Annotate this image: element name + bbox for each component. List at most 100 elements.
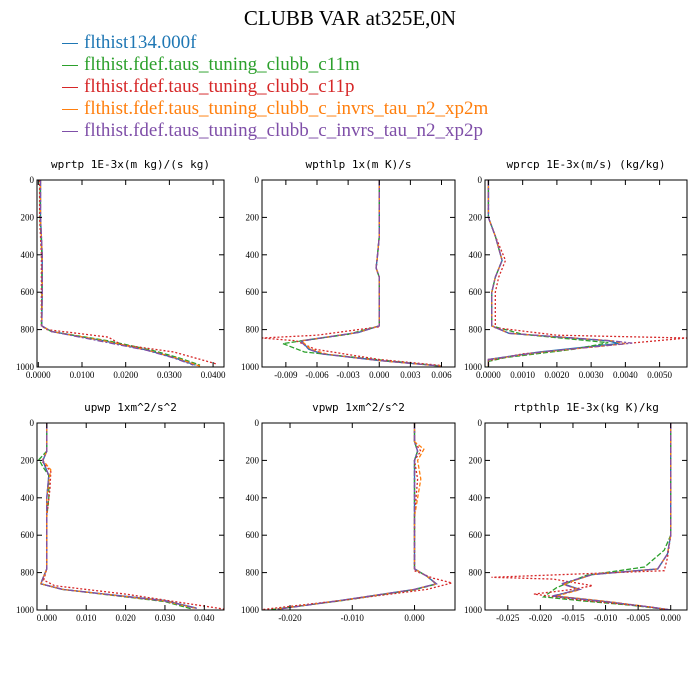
x-tick-label: 0.030 <box>155 613 176 623</box>
x-tick-label: 0.0000 <box>26 370 51 380</box>
series-line <box>277 423 438 610</box>
series-line <box>491 423 672 610</box>
legend-swatch <box>62 130 78 132</box>
y-tick-label: 400 <box>246 493 260 503</box>
y-tick-label: 0 <box>478 175 483 185</box>
panel-title: wprtp 1E-3x(m kg)/(s kg) <box>51 158 210 171</box>
y-tick-label: 200 <box>469 212 483 222</box>
x-tick-label: 0.0100 <box>70 370 95 380</box>
series-line <box>299 180 442 367</box>
series-line <box>38 180 218 365</box>
panel-title: upwp 1xm^2/s^2 <box>84 401 177 414</box>
panel-5: vpwp 1xm^2/s^2 0 200 400 600 800 1000 -0.020 -0.… <box>241 401 456 623</box>
y-tick-label: 800 <box>469 568 483 578</box>
x-tick-label: 0.000 <box>404 613 425 623</box>
y-tick-label: 0 <box>478 418 483 428</box>
x-tick-label: 0.000 <box>369 370 390 380</box>
x-tick-label: 0.010 <box>76 613 97 623</box>
series-line <box>556 423 672 610</box>
series-line <box>39 180 194 366</box>
legend-swatch <box>62 108 78 110</box>
x-tick-label: 0.0000 <box>476 370 501 380</box>
x-tick-label: 0.006 <box>431 370 452 380</box>
x-tick-label: -0.003 <box>336 370 360 380</box>
series-line <box>40 423 199 610</box>
x-tick-label: 0.0050 <box>647 370 672 380</box>
panel-2: wpthlp 1x(m K)/s02004006008001000-0.009-… <box>241 158 456 380</box>
x-tick-label: -0.006 <box>305 370 329 380</box>
panel-title: wpthlp 1x(m K)/s <box>306 158 412 171</box>
x-tick-label: -0.020 <box>529 613 553 623</box>
legend-label: flthist.fdef.taus_tuning_clubb_c11m <box>84 54 360 75</box>
panel-title: vpwp 1xm^2/s^2 <box>312 401 405 414</box>
x-tick-label: 0.0040 <box>613 370 638 380</box>
legend-entry: flthist.fdef.taus_tuning_clubb_c_invrs_t… <box>62 120 488 142</box>
y-tick-label: 0 <box>255 418 260 428</box>
x-tick-label: 0.040 <box>194 613 215 623</box>
y-tick-label: 800 <box>469 325 483 335</box>
series-line <box>271 423 438 610</box>
y-tick-label: 0 <box>255 175 260 185</box>
y-tick-label: 400 <box>246 250 260 260</box>
chart-title: CLUBB VAR at325E,0N <box>243 6 457 30</box>
y-tick-label: 1000 <box>241 605 260 615</box>
x-tick-label: 0.0020 <box>545 370 570 380</box>
y-tick-label: 0 <box>30 175 35 185</box>
series-line <box>541 423 672 610</box>
y-tick-label: 0 <box>30 418 35 428</box>
series-line <box>487 180 633 367</box>
series-line <box>39 180 201 367</box>
y-tick-label: 600 <box>246 287 260 297</box>
y-tick-label: 200 <box>246 212 260 222</box>
y-tick-label: 1000 <box>241 362 260 372</box>
plot-frame <box>36 422 225 611</box>
legend-label: flthist.fdef.taus_tuning_clubb_c_invrs_t… <box>84 98 489 119</box>
y-tick-label: 400 <box>21 493 35 503</box>
x-tick-label: 0.0030 <box>579 370 604 380</box>
x-tick-label: 0.0400 <box>201 370 226 380</box>
y-tick-label: 200 <box>21 212 35 222</box>
y-tick-label: 600 <box>21 287 35 297</box>
legend-entry: flthist134.000f <box>62 32 488 54</box>
y-tick-label: 600 <box>21 530 35 540</box>
y-tick-label: 600 <box>246 530 260 540</box>
panel-3: wprcp 1E-3x(m/s) (kg/kg) 0 200 400 600 800 100… <box>464 158 688 380</box>
x-tick-label: -0.025 <box>496 613 520 623</box>
panel-1: wprtp 1E-3x(m kg)/(s kg) 0 200 400 600 800 100… <box>16 158 226 380</box>
x-tick-label: -0.015 <box>561 613 585 623</box>
legend-label: flthist.fdef.taus_tuning_clubb_c11p <box>84 76 355 97</box>
y-tick-label: 800 <box>246 568 260 578</box>
panel-title: rtpthlp 1E-3x(kg K)/kg <box>513 401 659 414</box>
y-tick-label: 400 <box>469 250 483 260</box>
y-tick-label: 1000 <box>16 605 35 615</box>
legend-label: flthist134.000f <box>84 32 197 53</box>
y-tick-label: 1000 <box>16 362 35 372</box>
x-tick-label: 0.0200 <box>113 370 138 380</box>
y-tick-label: 400 <box>21 250 35 260</box>
x-tick-label: -0.020 <box>278 613 302 623</box>
x-tick-label: 0.020 <box>115 613 136 623</box>
series-line <box>487 180 619 367</box>
y-tick-label: 1000 <box>464 605 483 615</box>
series-line <box>38 423 193 610</box>
y-tick-label: 800 <box>21 568 35 578</box>
y-tick-label: 600 <box>469 287 483 297</box>
legend-swatch <box>62 42 78 44</box>
series-line <box>41 423 224 610</box>
y-tick-label: 800 <box>21 325 35 335</box>
x-tick-label: 0.003 <box>400 370 421 380</box>
legend-entry: flthist.fdef.taus_tuning_clubb_c11m <box>62 54 488 76</box>
series-line <box>551 423 672 610</box>
plot-frame <box>261 422 456 611</box>
x-tick-label: -0.005 <box>627 613 651 623</box>
legend-entry: flthist.fdef.taus_tuning_clubb_c11p <box>62 76 488 98</box>
x-tick-label: -0.009 <box>274 370 298 380</box>
x-tick-label: 0.0300 <box>157 370 182 380</box>
series-line <box>39 423 197 609</box>
series-line <box>40 423 197 610</box>
x-tick-label: -0.010 <box>594 613 618 623</box>
y-tick-label: 1000 <box>464 362 483 372</box>
y-tick-label: 600 <box>469 530 483 540</box>
plot-frame <box>484 422 688 611</box>
